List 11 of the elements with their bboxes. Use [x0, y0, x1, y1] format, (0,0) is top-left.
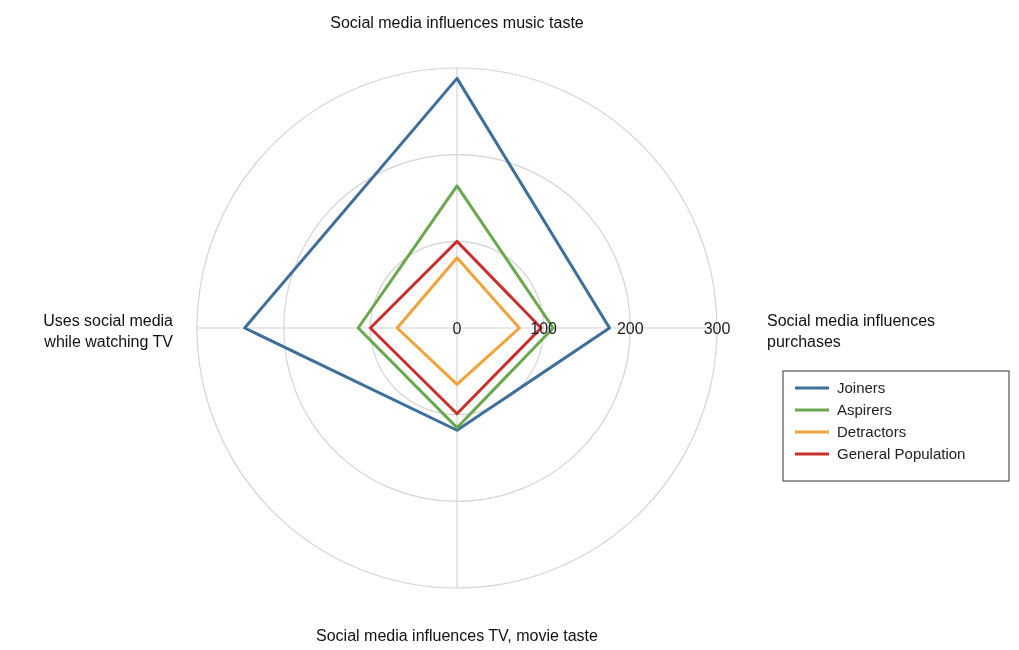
y-tick-label: 200	[616, 320, 644, 337]
legend-label: Detractors	[837, 423, 907, 440]
spoke-label: Social media influences TV, movie taste	[316, 627, 599, 644]
y-tick-label: 300	[703, 320, 731, 337]
legend-label: Aspirers	[837, 401, 893, 418]
legend-label: General Population	[837, 445, 966, 462]
spoke-label: Uses social media while watching TV	[43, 312, 174, 350]
spoke-label: Social media influences music taste	[330, 14, 584, 31]
legend-label: Joiners	[837, 379, 886, 396]
y-tick-label: 0	[452, 320, 462, 337]
spoke-label: Social media influences purchases	[767, 312, 936, 350]
